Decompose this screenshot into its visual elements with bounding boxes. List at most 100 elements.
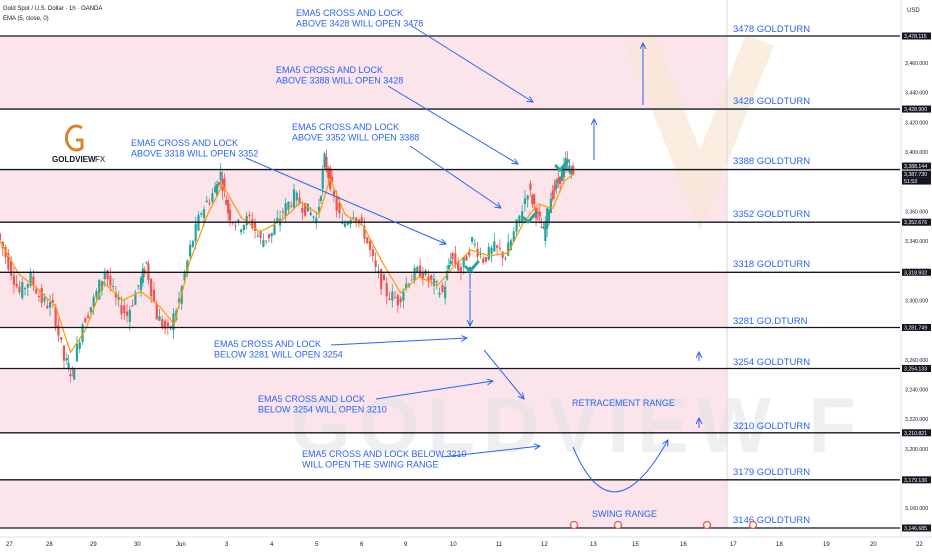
candle-body <box>46 305 49 309</box>
candle-body <box>270 232 273 237</box>
annotation-arrow <box>330 338 467 346</box>
price-badge <box>902 476 931 484</box>
candle-body <box>323 153 326 168</box>
candle-body <box>150 278 153 297</box>
candle-body <box>29 272 32 286</box>
price-badge <box>902 177 931 185</box>
candle-body <box>292 189 296 208</box>
annotation-text: ABOVE 3318 WILL OPEN 3352 <box>131 149 258 159</box>
candle-body <box>48 302 52 308</box>
candle-body <box>421 271 425 280</box>
candle-body <box>54 307 57 328</box>
candle-body <box>523 198 527 205</box>
candle-body <box>40 288 43 304</box>
candle-body <box>512 231 515 242</box>
price-band <box>0 36 727 110</box>
time-tick-label: 29 <box>90 542 97 548</box>
time-tick-label: 28 <box>46 542 53 548</box>
candle-body <box>7 253 10 270</box>
candle-body <box>462 256 465 268</box>
candle-body <box>521 211 524 223</box>
price-badge-label: 3,281.749 <box>904 326 927 332</box>
watermark-text: GOLDVIEW F <box>290 381 864 469</box>
price-tick-label: 3,420.000 <box>905 120 928 126</box>
candle-body <box>158 316 161 321</box>
candle-body <box>197 215 200 231</box>
annotation-text: BELOW 3254 WILL OPEN 3210 <box>258 405 387 415</box>
event-marker-icon[interactable] <box>613 520 623 530</box>
candle-body <box>319 196 322 201</box>
chart-header: Gold Spot / U.S. Dollar · 1h · OANDA EMA… <box>3 4 102 24</box>
candle-body <box>26 284 29 288</box>
indicator-legend[interactable]: EMA (5, close, 0) <box>3 16 49 22</box>
candle-body <box>325 156 328 170</box>
candle-body <box>15 283 18 287</box>
candle-body <box>189 244 192 257</box>
candle-body <box>245 215 248 226</box>
level-label: 3388 GOLDTURN <box>733 156 810 167</box>
time-tick-label: 6 <box>360 542 364 548</box>
candle-body <box>317 206 321 213</box>
price-badge-label: 3,428.900 <box>904 107 927 113</box>
candle-body <box>267 233 271 239</box>
price-badge-label: 3,254.133 <box>904 366 927 372</box>
candle-body <box>536 211 540 213</box>
ema5-line[interactable] <box>0 172 576 354</box>
level-label: 3318 GOLDTURN <box>733 259 810 270</box>
candle-body <box>10 260 13 276</box>
checkmark-icon <box>522 211 538 224</box>
candle-body <box>217 182 220 185</box>
annotation-text: EMA5 CROSS AND LOCK <box>131 138 238 148</box>
candle-body <box>309 212 312 216</box>
candle-body <box>78 342 81 349</box>
candle-body <box>542 227 545 229</box>
candle-body <box>501 251 504 259</box>
candle-body <box>457 261 460 271</box>
candle-body <box>385 283 388 297</box>
level-label: 3210 GOLDTURN <box>733 421 810 432</box>
annotation-arrow <box>409 145 501 208</box>
annotation-text: BELOW 3281 WILL OPEN 3254 <box>214 350 343 360</box>
candle-body <box>117 296 120 300</box>
candle-body <box>240 229 243 233</box>
goldview-logo-icon <box>64 124 84 152</box>
candle-body <box>498 247 501 249</box>
candle-body <box>75 343 79 362</box>
symbol-title[interactable]: Gold Spot / U.S. Dollar · 1h · OANDA <box>3 6 103 12</box>
annotation-arrow <box>441 446 540 458</box>
event-marker-icon[interactable] <box>569 520 579 530</box>
candle-body <box>553 185 556 192</box>
candle-body <box>374 260 377 267</box>
candle-body <box>546 208 549 229</box>
candle-body <box>23 288 27 290</box>
candle-body <box>137 285 140 287</box>
candle-body <box>562 164 565 178</box>
candle-body <box>100 281 104 291</box>
candle-body <box>214 186 217 193</box>
candle-body <box>459 267 463 273</box>
candle-body <box>335 197 338 211</box>
price-badge-label: 3,387.730 <box>904 172 927 178</box>
candle-body <box>166 322 169 327</box>
candle-body <box>32 276 35 286</box>
candle-body <box>438 292 441 295</box>
candle-body <box>396 295 399 306</box>
time-tick-label: 3 <box>225 542 229 548</box>
price-band <box>0 479 727 528</box>
price-badge <box>902 218 931 226</box>
candle-body <box>451 252 454 260</box>
candle-body <box>259 231 262 239</box>
time-tick-label: 18 <box>776 542 783 548</box>
annotation-text: SWING RANGE <box>592 509 657 519</box>
candle-body <box>533 194 536 205</box>
candle-body <box>43 297 46 302</box>
candle-body <box>355 217 358 222</box>
event-marker-icon[interactable] <box>702 520 712 530</box>
candle-body <box>281 211 284 213</box>
event-marker-icon[interactable] <box>748 520 758 530</box>
candle-body <box>84 318 87 323</box>
price-badge <box>902 364 931 372</box>
candle-body <box>570 170 573 175</box>
candle-body <box>447 265 450 270</box>
